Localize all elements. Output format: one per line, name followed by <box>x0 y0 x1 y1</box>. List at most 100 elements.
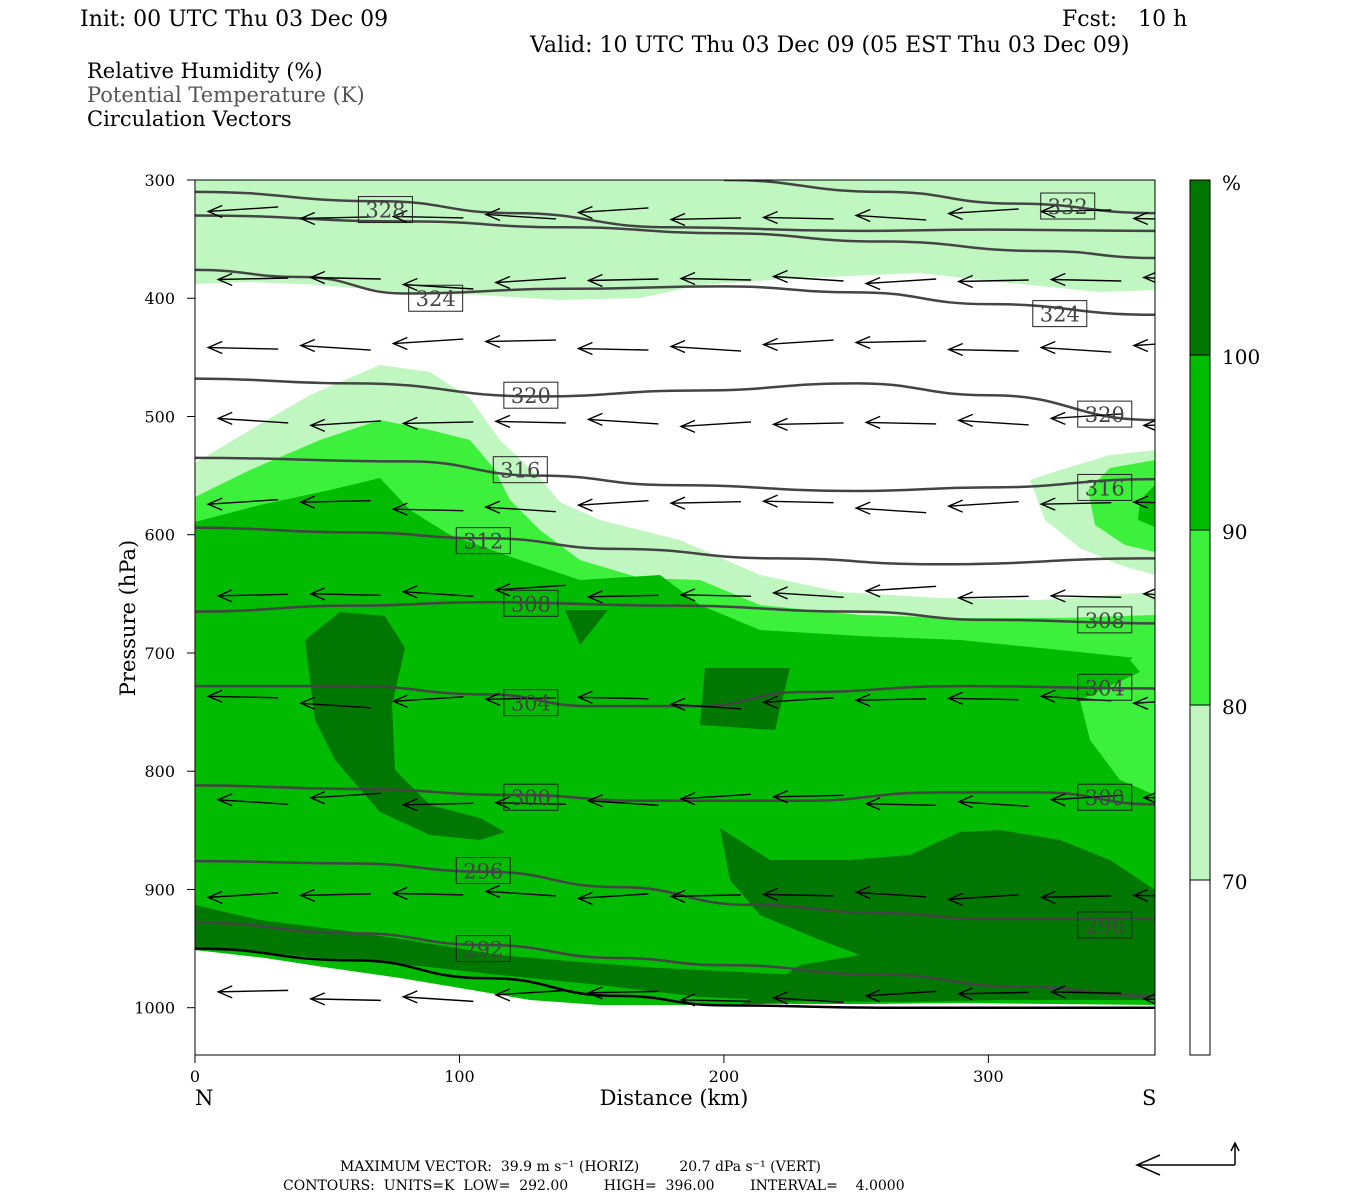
circulation-vector <box>484 207 556 222</box>
isentrope-line-320 <box>195 377 1155 422</box>
circulation-vector <box>1049 272 1122 287</box>
isentrope-label-296: 296 <box>455 857 511 885</box>
isentrope-label-text: 304 <box>1085 676 1125 700</box>
isentrope-label-text: 328 <box>365 199 405 223</box>
x-tick-label: 100 <box>444 1067 475 1086</box>
circulation-vector <box>206 340 279 355</box>
circulation-vector <box>494 988 566 1002</box>
x-axis-south: S <box>1142 1086 1156 1110</box>
circulation-vector <box>299 696 371 710</box>
circulation-vector <box>761 695 834 709</box>
isentrope-label-308: 308 <box>503 589 559 617</box>
y-tick-label: 700 <box>144 644 175 663</box>
circulation-vector <box>216 272 289 287</box>
circulation-vector <box>761 887 834 902</box>
isentrope-line-unlabeled-2 <box>195 214 1155 260</box>
circulation-vector <box>391 886 464 901</box>
circulation-vector <box>401 585 474 599</box>
isentrope-label-text: 300 <box>511 786 551 810</box>
circulation-vector <box>679 271 752 286</box>
circulation-vector <box>771 790 844 804</box>
isentrope-label-324: 324 <box>1032 300 1088 328</box>
circulation-vector <box>494 414 566 429</box>
circulation-vector <box>586 590 659 604</box>
x-axis-north: N <box>195 1086 213 1110</box>
y-tick-label: 300 <box>144 171 175 190</box>
circulation-vector <box>484 500 556 514</box>
circulation-vector <box>1132 495 1155 509</box>
y-tick-label: 900 <box>144 880 175 899</box>
circulation-vector <box>864 415 937 430</box>
isentropes <box>195 180 1155 1009</box>
x-axis-ticks: 0 100 200 300 <box>190 1055 1004 1086</box>
isentrope-line-300 <box>195 784 1155 806</box>
circulation-vector <box>761 494 834 508</box>
circulation-vector <box>484 334 556 349</box>
y-tick-label: 600 <box>144 526 175 545</box>
rh-pocket-80-90-right <box>1080 642 1155 795</box>
circulation-vector <box>1142 419 1155 431</box>
circulation-vector <box>761 337 834 352</box>
circulation-vector <box>1039 204 1112 219</box>
circulation-vector <box>391 502 464 516</box>
circulation-vector <box>586 794 659 808</box>
circulation-vector <box>669 212 742 227</box>
x-tick-label: 300 <box>973 1067 1004 1086</box>
circulation-vector <box>1142 271 1155 284</box>
y-tick-label: 1000 <box>134 999 175 1018</box>
isentrope-line-292 <box>195 921 1155 998</box>
isentrope-label-332: 332 <box>1040 192 1096 220</box>
circulation-vector <box>206 497 279 511</box>
circulation-vector <box>956 591 1029 605</box>
circulation-vector <box>679 588 752 602</box>
rh-pocket-100-left <box>305 612 505 840</box>
circulation-vector <box>854 208 927 223</box>
circulation-vector <box>956 795 1029 809</box>
circulation-vector <box>854 501 927 515</box>
circulation-vector <box>299 888 371 903</box>
circulation-vector <box>761 210 834 225</box>
rh-pocket-100-mid <box>700 668 790 730</box>
colorbar-level-80: 80 <box>1222 695 1247 719</box>
isentrope-label-text: 308 <box>1085 609 1125 633</box>
circulation-vector <box>484 692 556 706</box>
y-tick-label: 400 <box>144 289 175 308</box>
circulation-vector <box>216 589 289 603</box>
isentrope-label-text: 316 <box>500 459 540 483</box>
circulation-vector <box>1049 589 1122 603</box>
colorbar-level-90: 90 <box>1222 520 1247 544</box>
isentrope-label-308: 308 <box>1077 606 1133 634</box>
circulation-vector <box>1142 792 1155 804</box>
isentrope-label-320: 320 <box>1077 400 1133 428</box>
isentrope-label-text: 304 <box>511 692 551 716</box>
circulation-vector <box>956 413 1029 428</box>
circulation-vector <box>299 211 371 226</box>
circulation-vector <box>586 986 659 1000</box>
isentrope-label-text: 308 <box>511 592 551 616</box>
plot-frame <box>194 179 1156 1056</box>
circulation-vector <box>576 341 649 356</box>
circulation-vector <box>216 793 289 807</box>
isentrope-label-296: 296 <box>1077 911 1133 939</box>
isentrope-label-328: 328 <box>357 196 413 224</box>
colorbar-unit: % <box>1222 171 1241 195</box>
rh-band-70-80-upper <box>195 180 1155 300</box>
circulation-vector <box>309 587 381 601</box>
circulation-vector <box>309 992 381 1006</box>
circulation-vector <box>771 417 844 432</box>
circulation-vector <box>299 338 371 353</box>
circulation-vector <box>484 884 556 899</box>
colorbar-band-3 <box>1189 354 1211 531</box>
circulation-vector <box>576 498 649 512</box>
circulation-vector <box>864 797 937 811</box>
circulation-vector <box>1049 793 1122 807</box>
isentrope-labels: 328 332 324 324 320 320 316 316 312 308 308 304 304 3… <box>357 192 1133 963</box>
isentrope-label-304: 304 <box>1077 673 1133 701</box>
circulation-vector <box>401 416 474 431</box>
x-tick-label: 0 <box>190 1067 200 1086</box>
rh-shading <box>195 180 1155 1055</box>
forecast-hour: Fcst: 10 h <box>1062 7 1187 32</box>
footer-max-vector: MAXIMUM VECTOR: 39.9 m s⁻¹ (HORIZ) 20.7 … <box>340 1159 821 1175</box>
isentrope-label-text: 324 <box>416 287 456 311</box>
